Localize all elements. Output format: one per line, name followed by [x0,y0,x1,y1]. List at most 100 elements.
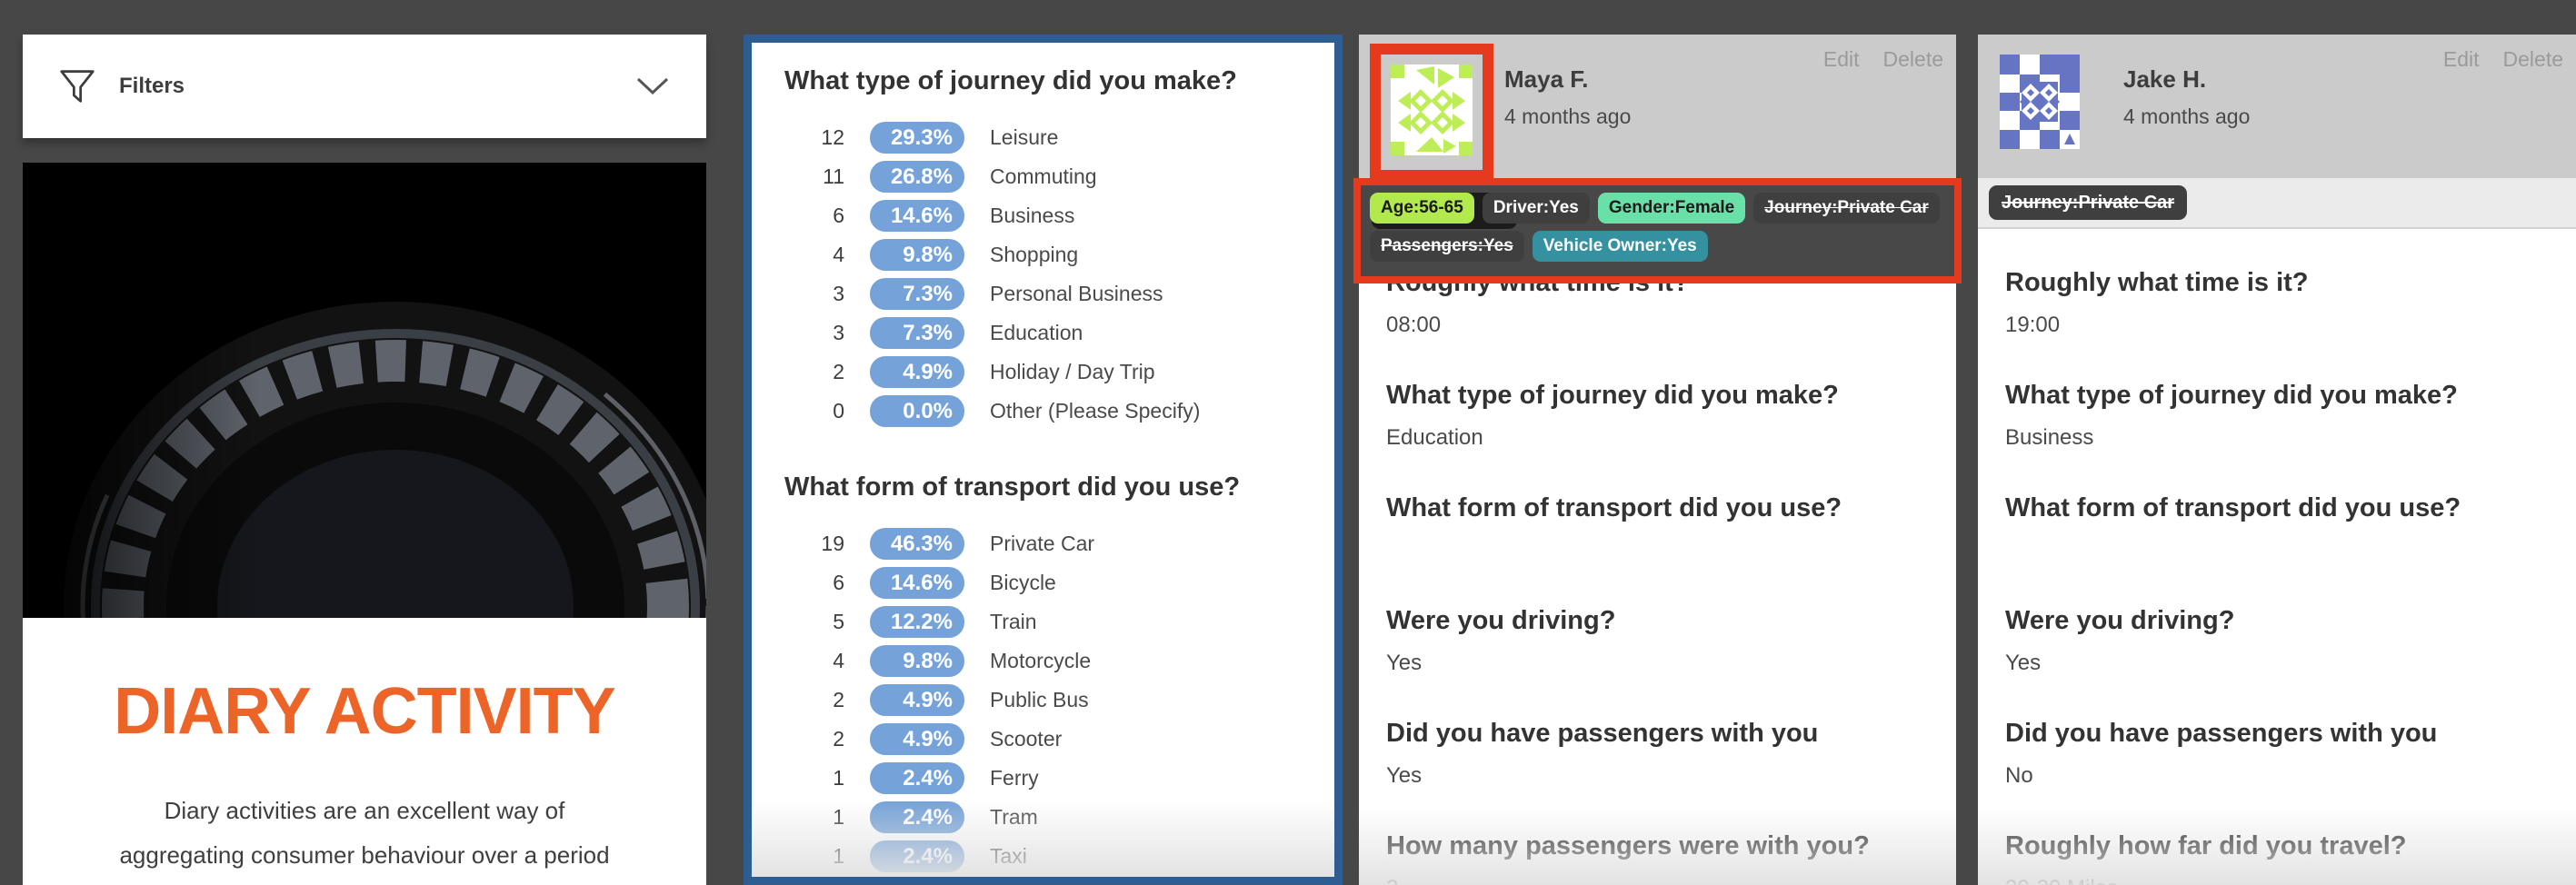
delete-button[interactable]: Delete [2502,47,2563,71]
stat-percentage-pill: 4.9% [870,723,964,755]
stat-percentage-pill: 0.0% [870,395,964,427]
question-answer-block: How many passengers were with you? 2 [1386,829,1931,885]
stat-percentage-pill: 2.4% [870,762,964,794]
diary-description-line: Diary activities are an excellent way of [164,797,565,824]
answer-text [1386,534,1931,567]
stats-section-title: What type of journey did you make? [784,66,1237,95]
stat-label: Commuting [990,164,1097,188]
diary-activity-card: DIARY ACTIVITY Diary activities are an e… [23,163,706,885]
respondent-name: Maya F. [1504,65,1589,93]
stat-row: 6 14.6% Business [784,196,1334,235]
tag-pill[interactable]: Journey:Private Car [1753,193,1940,224]
answer-text [2005,534,2551,567]
annotation-box-tags: Age:56-65 Driver:Yes Gender:Female Journ… [1353,178,1962,283]
stat-count: 3 [833,321,844,344]
tag-pill[interactable]: Driver:Yes [1482,193,1590,224]
tag-list: Age:56-65 Driver:Yes Gender:Female Journ… [1370,193,1945,262]
answer-text: Business [2005,425,2094,450]
question-text: What type of journey did you make? [2005,381,2458,410]
question-answer-block: Roughly how far did you travel? 20-30 Mi… [2005,829,2551,885]
tag-pill[interactable]: Age:56-65 [1370,193,1474,224]
stat-label: Private Car [990,532,1095,555]
stat-row: 1 2.4% Tram [784,798,1334,837]
answer-text: Yes [1386,763,1423,788]
edit-button[interactable]: Edit [1822,47,1860,71]
journey-type-list: 12 29.3% Leisure 11 26.8% Commuting 6 14… [784,118,1334,431]
question-text: Roughly how far did you travel? [2005,831,2407,860]
answer-text: 2 [1386,872,1931,885]
stat-label: Taxi [990,844,1027,868]
stat-row: 12 29.3% Leisure [784,118,1334,157]
stat-row: 0 0.0% Other (Please Specify) [784,392,1334,431]
question-text: How many passengers were with you? [1386,831,1870,860]
stat-row: 1 2.4% Taxi [784,837,1334,876]
stat-count: 2 [833,688,844,711]
question-answer-block: Did you have passengers with you No [2005,716,2551,792]
diary-title: DIARY ACTIVITY [114,675,615,748]
question-answer-block: What form of transport did you use? [1386,491,1931,567]
question-text: Did you have passengers with you [2005,719,2438,748]
annotation-box-avatar [1370,44,1493,181]
stat-label: Personal Business [990,282,1163,305]
stat-row: 19 46.3% Private Car [784,524,1334,563]
chevron-down-icon[interactable] [635,76,670,96]
stat-count: 12 [821,125,844,149]
question-text: What form of transport did you use? [2005,493,2461,522]
edit-button[interactable]: Edit [2442,47,2480,71]
question-answer-block: Were you driving? Yes [1386,603,1931,680]
stat-count: 6 [833,204,844,227]
tag-pill[interactable]: Passengers:Yes [1370,231,1524,262]
stat-count: 1 [833,766,844,790]
card-header: Jake H. 4 months ago Edit Delete [1978,35,2576,178]
tag-pill[interactable]: Journey:Private Car [1989,185,2188,220]
question-answer-block: What type of journey did you make? Educa… [1386,378,1931,454]
stat-label: Shopping [990,243,1079,266]
question-text: Were you driving? [1386,606,1616,635]
stats-panel: What type of journey did you make? 12 29… [744,35,1343,885]
stat-percentage-pill: 4.9% [870,684,964,716]
diary-description-line: aggregating consumer behaviour over a pe… [119,841,610,869]
stat-percentage-pill: 29.3% [870,122,964,154]
filter-funnel-icon [60,70,95,103]
tag-pill[interactable]: Vehicle Owner:Yes [1532,231,1708,262]
filters-bar[interactable]: Filters [23,35,706,138]
stat-percentage-pill: 9.8% [870,239,964,271]
stat-percentage-pill: 14.6% [870,567,964,599]
stat-count: 11 [823,164,844,188]
stat-row: 3 7.3% Education [784,313,1334,353]
stat-row: 5 12.2% Train [784,602,1334,641]
stat-count: 19 [821,532,844,555]
card-answers: Roughly what time is it? 19:00 What type… [1978,229,2576,885]
stat-percentage-pill: 2.4% [870,840,964,872]
transport-type-list: 19 46.3% Private Car 6 14.6% Bicycle 5 1… [784,524,1334,876]
respondent-time: 4 months ago [2123,104,2251,128]
filters-label: Filters [119,74,185,98]
answer-text: No [2005,763,2033,788]
question-answer-block: What form of transport did you use? [2005,491,2551,567]
stat-count: 1 [833,844,844,868]
stat-count: 5 [833,610,844,633]
question-text: Did you have passengers with you [1386,719,1819,748]
stat-percentage-pill: 7.3% [870,317,964,349]
stat-label: Bicycle [990,571,1056,594]
stat-row: 3 7.3% Personal Business [784,274,1334,313]
stat-percentage-pill: 14.6% [870,200,964,232]
stat-count: 0 [833,399,844,423]
stat-label: Tram [990,805,1038,829]
question-answer-block: What type of journey did you make? Busin… [2005,378,2551,454]
stat-label: Leisure [990,125,1059,149]
question-answer-block: Did you have passengers with you Yes [1386,716,1931,792]
stat-row: 6 14.6% Bicycle [784,563,1334,602]
delete-button[interactable]: Delete [1882,47,1943,71]
tag-pill[interactable]: Gender:Female [1597,193,1746,224]
stat-label: Scooter [990,727,1063,751]
stat-percentage-pill: 46.3% [870,528,964,560]
response-card-jake: Jake H. 4 months ago Edit Delete Journey… [1978,35,2576,885]
stat-label: Education [990,321,1083,344]
stat-row: 1 2.4% Ferry [784,759,1334,798]
stat-count: 2 [833,727,844,751]
respondent-time: 4 months ago [1504,104,1632,128]
stat-row: 4 9.8% Shopping [784,235,1334,274]
stat-count: 4 [833,243,844,266]
avatar [1391,65,1473,155]
